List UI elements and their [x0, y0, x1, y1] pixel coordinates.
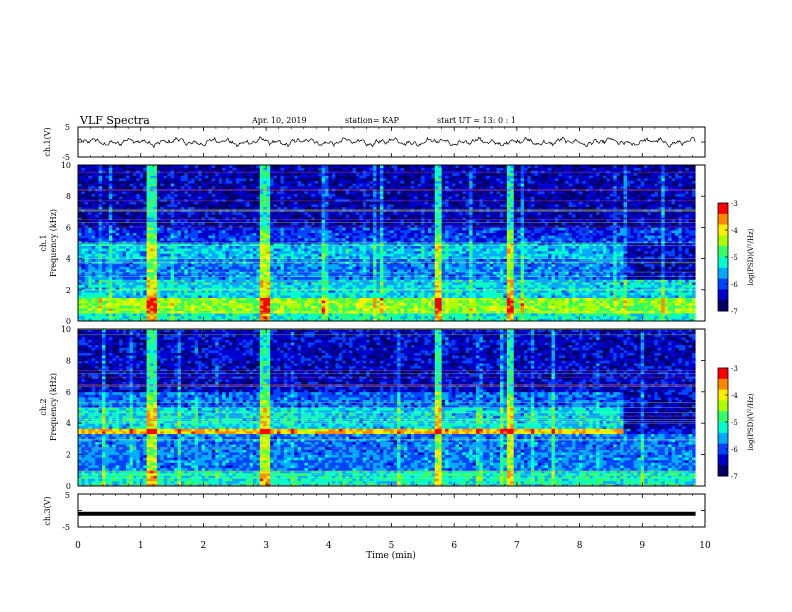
x-tick-label: 4 — [326, 541, 332, 551]
colorbar-tick-label: -6 — [731, 281, 738, 289]
spec-ytick-label: 4 — [66, 419, 71, 428]
ch1-spec-ylabel-channel: ch.1 — [39, 234, 48, 251]
x-tick-label: 5 — [389, 541, 395, 551]
date-label: Apr. 10, 2019 — [251, 116, 307, 125]
station-label: station= KAP — [345, 116, 400, 125]
x-tick-label: 7 — [514, 541, 520, 551]
colorbar-tick-label: -6 — [731, 446, 738, 454]
ch1-ylabel: ch.1(V) — [43, 127, 52, 156]
x-tick-label: 2 — [201, 541, 207, 551]
ch2-spectrogram-cells — [78, 329, 705, 486]
x-tick-label: 0 — [75, 541, 81, 551]
colorbar-tick-label: -4 — [731, 227, 738, 235]
ch2-spec-ylabel-channel: ch.2 — [39, 398, 48, 415]
colorbar-tick-label: -3 — [731, 200, 738, 208]
spec-ytick-label: 6 — [66, 388, 71, 397]
colorbar-label: log(PSD)(V²/Hz) — [747, 393, 755, 450]
spec-ytick-label: 6 — [66, 223, 71, 232]
x-tick-label: 9 — [639, 541, 645, 551]
ch2-spec-ylabel-frequency: Frequency (kHz) — [49, 373, 58, 441]
ch3-ytick-top: 5 — [65, 491, 70, 500]
ch1-colorbar: -3 -4 -5 -6 -7 log(PSD)(V²/Hz) — [718, 200, 755, 316]
spec-ytick-label: 8 — [66, 192, 71, 201]
ch3-ytick-bottom: -5 — [62, 523, 70, 532]
spec-ytick-label: 4 — [66, 255, 71, 264]
ch3-ylabel: ch.3(V) — [43, 496, 52, 525]
x-axis-label: Time (min) — [366, 550, 416, 561]
ch2-colorbar: -3 -4 -5 -6 -7 log(PSD)(V²/Hz) — [718, 365, 755, 481]
spec-ytick-label: 2 — [66, 286, 71, 295]
start-time-label: start UT = 13: 0 : 1 — [437, 116, 516, 125]
colorbar-label: log(PSD)(V²/Hz) — [747, 228, 755, 285]
colorbar-tick-label: -3 — [731, 365, 738, 373]
x-tick-label: 8 — [577, 541, 583, 551]
colorbar-tick-label: -7 — [731, 308, 738, 316]
ch1-ytick-top: 5 — [65, 123, 70, 132]
ch1-spec-ylabel-frequency: Frequency (kHz) — [49, 209, 58, 277]
x-tick-label: 10 — [699, 541, 711, 551]
figure-title: VLF Spectra — [79, 114, 150, 127]
spec-ytick-label: 10 — [61, 161, 71, 170]
colorbar-tick-label: -5 — [731, 254, 738, 262]
ch1-waveform-line — [78, 137, 696, 148]
colorbar-tick-label: -5 — [731, 419, 738, 427]
ch1-waveform-panel: 5 -5 ch.1(V) — [43, 123, 705, 162]
spec-ytick-label: 0 — [66, 482, 71, 491]
ch1-spectrogram-cells — [78, 165, 705, 321]
ch2-spectrogram-panel: ch.2 Frequency (kHz) 0 2 4 6 8 10 — [39, 325, 705, 491]
x-tick-label: 6 — [451, 541, 457, 551]
spec-ytick-label: 10 — [61, 325, 71, 334]
spec-ytick-label: 2 — [66, 451, 71, 460]
spec-ytick-label: 8 — [66, 356, 71, 365]
ch3-waveform-panel: 5 -5 ch.3(V) — [43, 491, 705, 532]
colorbar-tick-label: -4 — [731, 392, 738, 400]
x-tick-label: 3 — [263, 541, 269, 551]
x-tick-label: 1 — [138, 541, 144, 551]
colorbar-tick-label: -7 — [731, 473, 738, 481]
